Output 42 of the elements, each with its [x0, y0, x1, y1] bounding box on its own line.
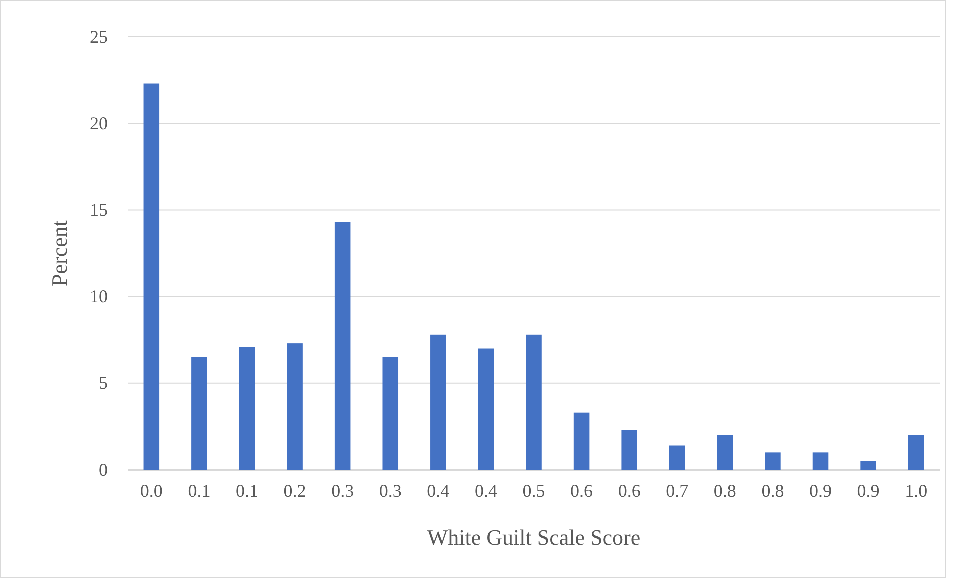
x-tick-label: 0.2 — [284, 480, 306, 501]
x-tick-label: 0.0 — [140, 480, 163, 501]
x-tick-label: 0.1 — [236, 480, 258, 501]
bar — [287, 344, 303, 470]
y-tick-label: 25 — [90, 26, 108, 47]
bar — [860, 461, 876, 470]
y-tick-label: 15 — [90, 200, 108, 220]
x-tick-label: 0.4 — [427, 480, 450, 501]
bar — [430, 334, 446, 470]
y-tick-label: 20 — [90, 113, 108, 134]
x-tick-label: 1.0 — [905, 480, 928, 501]
x-tick-label: 0.8 — [762, 480, 784, 501]
x-tick-label: 0.3 — [332, 480, 354, 501]
x-tick-label: 0.7 — [666, 480, 689, 501]
bar — [239, 347, 256, 470]
bar — [192, 357, 208, 470]
x-tick-label: 0.9 — [857, 480, 880, 501]
x-tick-label: 0.5 — [522, 480, 546, 501]
bar — [908, 435, 924, 470]
y-tick-label: 5 — [99, 373, 108, 394]
y-axis-title: Percent — [47, 220, 72, 286]
bar — [574, 412, 590, 470]
y-tick-label: 10 — [90, 286, 108, 307]
y-tick-label: 0 — [99, 460, 108, 480]
bar — [382, 357, 399, 470]
x-axis-title: White Guilt Scale Score — [427, 525, 641, 550]
x-tick-label: 0.6 — [618, 480, 641, 501]
x-tick-label: 0.3 — [379, 480, 402, 501]
bar — [669, 446, 686, 470]
bar — [144, 84, 160, 470]
bar — [334, 222, 351, 470]
bar — [478, 348, 494, 470]
x-tick-label: 0.4 — [474, 480, 498, 501]
bar — [765, 452, 781, 470]
x-tick-label: 0.1 — [188, 480, 211, 501]
x-tick-label: 0.6 — [570, 480, 594, 501]
bar — [717, 435, 734, 470]
bar — [526, 334, 542, 470]
bar — [812, 452, 829, 470]
x-tick-label: 0.9 — [810, 480, 832, 501]
x-tick-label: 0.8 — [714, 480, 736, 501]
bar — [622, 430, 638, 470]
